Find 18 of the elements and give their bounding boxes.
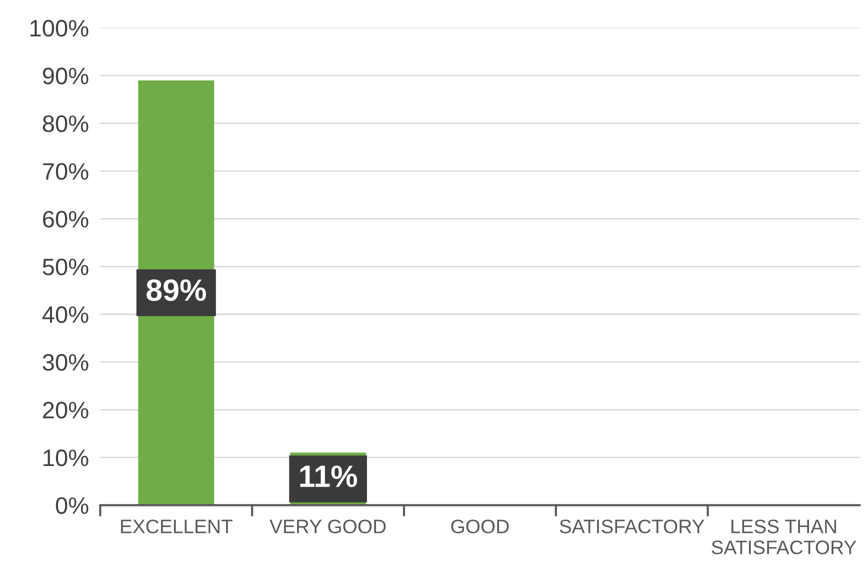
y-tick-label: 10% — [44, 450, 88, 466]
data-label: 89% — [146, 279, 206, 301]
y-tick-label: 50% — [42, 258, 88, 276]
x-tick-label: EXCELLENT — [121, 520, 232, 534]
y-tick-label: 30% — [42, 354, 88, 371]
y-tick-label: 70% — [43, 163, 88, 180]
y-tick-label: 40% — [42, 306, 88, 324]
y-tick-label: 20% — [43, 402, 88, 418]
y-tick-label: 0% — [56, 497, 88, 514]
data-label: 11% — [300, 466, 357, 488]
y-tick-label: 100% — [30, 20, 88, 37]
y-tick-label: 90% — [42, 68, 88, 84]
y-tick-label: 60% — [43, 210, 88, 228]
x-tick-label: LESS THAN SATISFACTORY — [712, 520, 856, 554]
x-tick-label: VERY GOOD — [270, 520, 386, 534]
x-tick-label: SATISFACTORY — [560, 520, 704, 534]
x-tick-label: GOOD — [451, 520, 509, 534]
y-tick-label: 80% — [42, 115, 88, 132]
